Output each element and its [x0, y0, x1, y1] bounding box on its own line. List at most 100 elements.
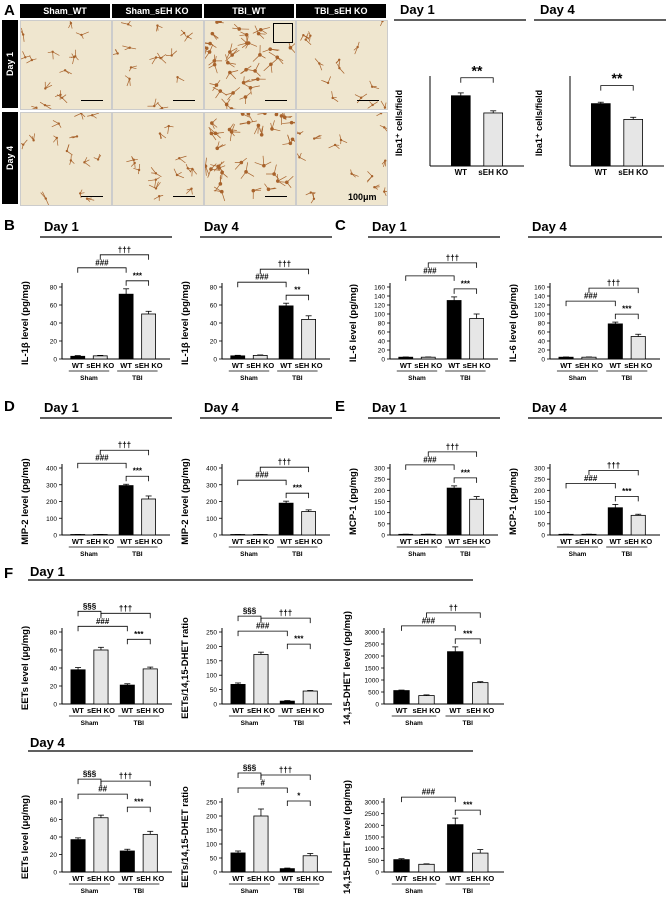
microglia-process	[70, 160, 75, 164]
y-tick-label: 0	[53, 702, 57, 709]
microglia-process	[211, 122, 215, 129]
microglia-process	[180, 29, 185, 34]
y-axis-label: IL-1β level (pg/mg)	[20, 281, 31, 365]
y-tick-label: 3000	[365, 800, 380, 807]
microglia-process	[287, 134, 291, 144]
microglia-process	[31, 135, 34, 141]
microglia-process	[367, 175, 373, 182]
y-tick-label: 100	[374, 312, 385, 319]
significance-bracket	[426, 612, 481, 618]
significance-bracket	[600, 85, 634, 91]
microglia-process	[164, 125, 169, 129]
microglia-process	[380, 100, 386, 108]
microglia-process	[220, 90, 228, 96]
microglia-process	[161, 106, 169, 109]
y-tick-label: 100	[206, 516, 217, 523]
significance-bracket	[405, 464, 455, 470]
microglia-process	[332, 97, 337, 99]
microglia-process	[79, 189, 83, 194]
y-axis-label: MCP-1 (pg/mg)	[348, 468, 359, 535]
microglia-process	[290, 47, 295, 54]
significance-label: †††	[279, 609, 292, 618]
category-label: WT	[560, 361, 572, 370]
y-tick-label: 250	[206, 800, 217, 807]
microglia-process	[205, 48, 208, 55]
scale-bar	[265, 195, 287, 197]
bar	[450, 95, 471, 167]
microglia-process	[258, 125, 262, 133]
microglia-process	[208, 126, 216, 134]
panel-label-d: D	[4, 398, 15, 415]
microglia-process	[84, 162, 91, 167]
y-tick-label: 50	[378, 521, 386, 528]
significance-label: ###	[255, 273, 269, 282]
category-label: WT	[449, 874, 461, 883]
significance-bracket	[77, 625, 128, 632]
y-tick-label: 40	[50, 835, 58, 842]
significance-bracket	[125, 475, 150, 482]
microglia-process	[250, 85, 260, 89]
category-label: sEH KO	[296, 706, 324, 715]
microglia-process	[205, 166, 210, 176]
category-label: sEH KO	[624, 361, 652, 370]
microglia-process	[218, 161, 223, 169]
bar	[93, 817, 109, 873]
microglia-process	[69, 136, 78, 139]
group-label: Sham	[80, 551, 98, 558]
bar	[447, 651, 464, 705]
category-label: WT	[281, 706, 293, 715]
bar	[420, 356, 436, 360]
microglia-process	[243, 79, 251, 83]
microglia-process	[300, 35, 304, 41]
microglia-process	[332, 97, 339, 102]
microglia-process	[240, 113, 243, 115]
microglia-process	[56, 137, 59, 146]
y-tick-label: 0	[213, 533, 217, 540]
microglia-process	[205, 166, 207, 176]
group-label: TBI	[132, 375, 143, 382]
microglia-process	[271, 120, 275, 129]
y-tick-label: 0	[541, 533, 545, 540]
bar	[118, 293, 134, 360]
microglia-process	[276, 113, 279, 115]
y-tick-label: 140	[374, 294, 385, 301]
significance-label: †††	[279, 766, 292, 775]
category-label: sEH KO	[463, 537, 491, 546]
microglia-process	[44, 104, 52, 109]
bar	[279, 700, 295, 705]
significance-label: #	[260, 779, 265, 788]
significance-bracket	[286, 800, 311, 806]
section-title-f-day4: Day 4	[28, 735, 473, 752]
microglia-process	[225, 54, 229, 63]
category-label: WT	[560, 537, 572, 546]
microglia-process	[211, 122, 218, 128]
y-tick-label: 0	[381, 357, 385, 364]
microglia-process	[367, 171, 373, 177]
significance-bracket	[99, 254, 150, 260]
microglia-cell	[75, 135, 79, 138]
y-tick-label: 140	[534, 294, 545, 301]
microglia-process	[253, 187, 262, 191]
microglia-process	[52, 120, 59, 124]
chart-a-day1: Day 1 Iba1⁺ cells/field WT sEH KO **	[394, 2, 526, 177]
microglia-process	[229, 129, 235, 137]
microglia-process	[284, 116, 293, 118]
group-label: Sham	[408, 551, 426, 558]
microglia-process	[129, 47, 137, 50]
microglia-process	[184, 36, 189, 42]
bar	[446, 487, 462, 536]
microglia-process	[226, 104, 232, 109]
y-tick-label: 80	[210, 285, 218, 292]
microglia-process	[92, 113, 100, 116]
microglia-process	[75, 56, 79, 61]
microglia-process	[214, 64, 218, 74]
category-label: WT	[232, 874, 244, 883]
group-label: Sham	[80, 375, 98, 382]
microglia-process	[71, 56, 76, 59]
significance-bracket	[100, 612, 151, 619]
microglia-process	[54, 94, 61, 97]
y-tick-label: 100	[206, 673, 217, 680]
microglia-process	[262, 48, 271, 53]
